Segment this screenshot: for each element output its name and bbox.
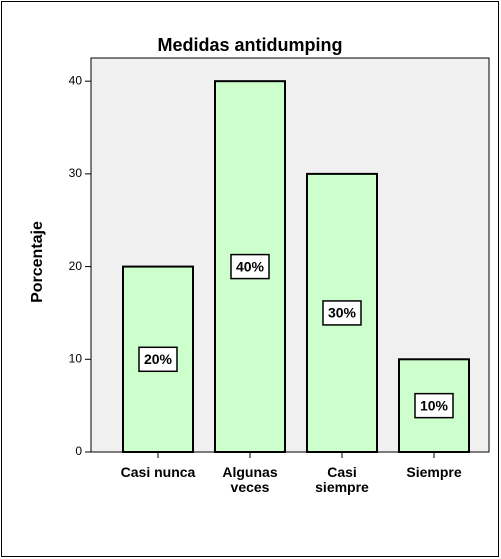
y-tick-label: 0 — [75, 444, 82, 458]
x-tick-label: Casi nunca — [120, 464, 196, 480]
value-label: 30% — [328, 305, 357, 321]
y-axis-label: Porcentaje — [29, 221, 46, 303]
y-tick-label: 20 — [69, 259, 83, 273]
value-label: 10% — [420, 397, 449, 413]
value-label-box — [322, 300, 362, 326]
x-tick-label: Casi siempre — [315, 464, 369, 495]
value-label-box — [230, 253, 270, 280]
value-label-box — [138, 346, 178, 373]
x-tick-label: Siempre — [406, 464, 462, 480]
chart-title: Medidas antidumping — [157, 35, 342, 55]
value-label: 40% — [236, 258, 265, 274]
x-tick-label: Algunas veces — [222, 464, 278, 495]
value-label: 20% — [144, 351, 173, 367]
value-label-box — [414, 392, 454, 419]
y-tick-label: 10 — [69, 351, 83, 365]
y-tick-label: 30 — [69, 166, 83, 180]
y-tick-label: 40 — [69, 73, 83, 87]
